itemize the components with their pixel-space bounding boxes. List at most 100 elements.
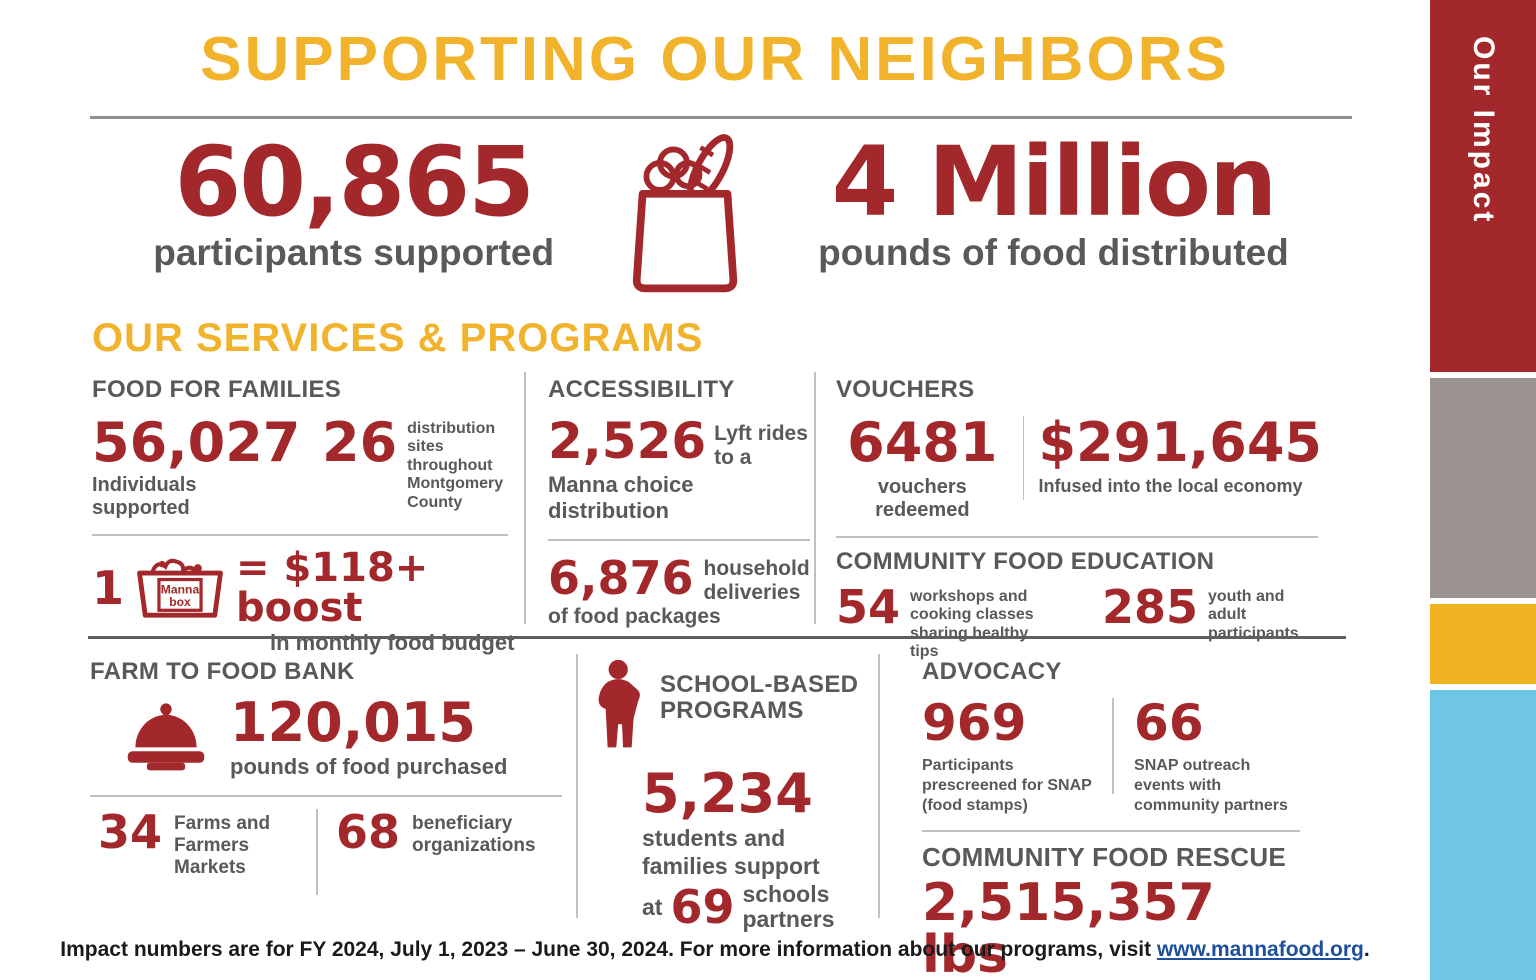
school-programs-section: SCHOOL-BASED PROGRAMS 5,234 students and… [578,654,878,932]
lyft-rides-value: 2,526 [548,412,707,470]
boost-label: in monthly food budget [270,630,515,655]
vouchers-title: VOUCHERS [836,376,975,403]
economy-value: $291,645 [1038,411,1322,474]
snap-prescreened-stat: 969 Participants prescreened for SNAP (f… [922,698,1106,816]
manna-box-boost: 1 Manna box = $118+ boost [92,548,524,628]
snap-outreach-label: SNAP outreach events with community part… [1134,757,1288,814]
education-participants-label: youth and adult participants [1208,588,1299,642]
manna-box-label-2: box [169,595,191,609]
distribution-sites-label: distribution sites throughout Montgomery… [407,420,504,511]
rescue-title: COMMUNITY FOOD RESCUE [922,842,1287,872]
farms-value: 34 [98,805,163,860]
deliveries-value: 6,876 [548,550,694,605]
advocacy-section: ADVOCACY 969 Participants prescreened fo… [880,654,1304,980]
rescue-value: 2,515,357 lbs [922,873,1215,980]
schools-label: schools partners [742,881,835,933]
education-title: COMMUNITY FOOD EDUCATION [836,548,1215,575]
education-stats: 54 workshops and cooking classes sharing… [836,584,1318,662]
divider [92,534,508,536]
boost-value: = $118+ boost [236,545,429,631]
education-participants-value: 285 [1101,580,1198,634]
pounds-distributed-value: 4 Million [831,126,1278,238]
food-for-families-title: FOOD FOR FAMILIES [92,376,342,403]
divider [548,538,810,541]
section-divider [88,636,1346,639]
beneficiary-label: beneficiary organizations [412,813,536,857]
participants-stat: 60,865 participants supported [153,134,554,274]
snap-prescreened-label: Participants prescreened for SNAP (food … [922,757,1092,814]
footer-text: Impact numbers are for FY 2024, July 1, … [60,938,1157,961]
tab-blue[interactable] [1430,690,1536,980]
grocery-bag-icon [610,134,762,303]
divider [878,654,880,918]
tab-gray[interactable] [1430,378,1536,598]
pounds-distributed-stat: 4 Million pounds of food distributed [818,134,1289,274]
footer-text-end: . [1363,938,1370,961]
workshops-label: workshops and cooking classes sharing he… [910,588,1034,661]
boost-prefix: 1 [92,561,125,615]
at-label: at [642,894,663,921]
individuals-supported-value: 56,027 [92,411,301,474]
pounds-purchased-stat: 120,015 pounds of food purchased [230,691,508,780]
divider [576,654,578,918]
school-programs-title: SCHOOL-BASED PROGRAMS [660,671,859,725]
individuals-supported-stat: 56,027 Individuals supported [92,411,301,520]
vouchers-redeemed-label: vouchers redeemed [875,476,970,521]
snap-outreach-value: 66 [1134,694,1204,752]
section-tab-strip: Our Impact [1430,0,1536,980]
schools-value: 69 [670,880,735,935]
manna-box-label-1: Manna [161,582,200,596]
workshops-value: 54 [836,580,901,634]
snap-outreach-stat: 66 SNAP outreach events with community p… [1134,698,1304,816]
scale-icon [122,697,210,778]
divider [1022,416,1025,500]
distribution-sites-stat: 26 distribution sites throughout Montgom… [322,416,533,512]
child-icon [598,658,648,761]
divider [814,372,816,624]
farm-title: FARM TO FOOD BANK [90,658,355,685]
food-for-families-section: FOOD FOR FAMILIES 56,027 Individuals sup… [92,372,524,655]
accessibility-section: ACCESSIBILITY 2,526 Lyft rides to a Mann… [526,372,814,628]
beneficiary-stat: 68 beneficiary organizations [336,809,552,857]
footer-note: Impact numbers are for FY 2024, July 1, … [0,938,1430,962]
divider [836,536,1318,538]
lyft-rides-side-label: Lyft rides to a [714,422,808,470]
beneficiary-value: 68 [336,805,401,860]
divider [524,372,526,624]
deliveries-side-label: household deliveries [703,556,810,605]
bottom-grid: FARM TO FOOD BANK 120,015 pounds of food… [90,654,1348,980]
tab-our-impact[interactable]: Our Impact [1430,0,1536,372]
manna-box-icon: Manna box [134,552,226,625]
pounds-purchased-value: 120,015 [230,691,476,754]
tab-yellow[interactable] [1430,604,1536,684]
services-section-title: OUR SERVICES & PROGRAMS [92,316,704,360]
economy-label: Infused into the local economy [1038,476,1303,496]
snap-prescreened-value: 969 [922,694,1027,752]
vouchers-redeemed-stat: 6481 vouchers redeemed [836,416,1009,522]
lyft-rides-under-label: Manna choice distribution [548,472,694,523]
divider [90,795,562,798]
mannafood-link[interactable]: www.mannafood.org [1156,938,1364,961]
divider [1112,698,1115,794]
page-title: SUPPORTING OUR NEIGHBORS [200,25,1230,94]
deliveries-under-label: of food packages [548,605,721,629]
participants-value: 60,865 [174,126,534,238]
services-grid: FOOD FOR FAMILIES 56,027 Individuals sup… [92,372,1348,660]
economy-stat: $291,645 Infused into the local economy [1038,416,1322,497]
divider [316,809,318,896]
distribution-sites-value: 26 [322,411,398,474]
individuals-supported-label: Individuals supported [92,474,197,519]
participants-label: participants supported [153,232,555,273]
workshops-stat: 54 workshops and cooking classes sharing… [836,584,1060,662]
hero-stats: 60,865 participants supported 4 Million … [90,134,1352,303]
divider [922,830,1300,832]
pounds-purchased-label: pounds of food purchased [230,754,508,779]
advocacy-title: ADVOCACY [922,658,1062,685]
farms-label: Farms and Farmers Markets [174,813,271,878]
farms-stat: 34 Farms and Farmers Markets [98,809,298,879]
farm-to-food-bank-section: FARM TO FOOD BANK 120,015 pounds of food… [90,654,576,918]
title-divider [90,116,1352,119]
accessibility-title: ACCESSIBILITY [548,376,735,403]
pounds-distributed-label: pounds of food distributed [818,232,1289,273]
